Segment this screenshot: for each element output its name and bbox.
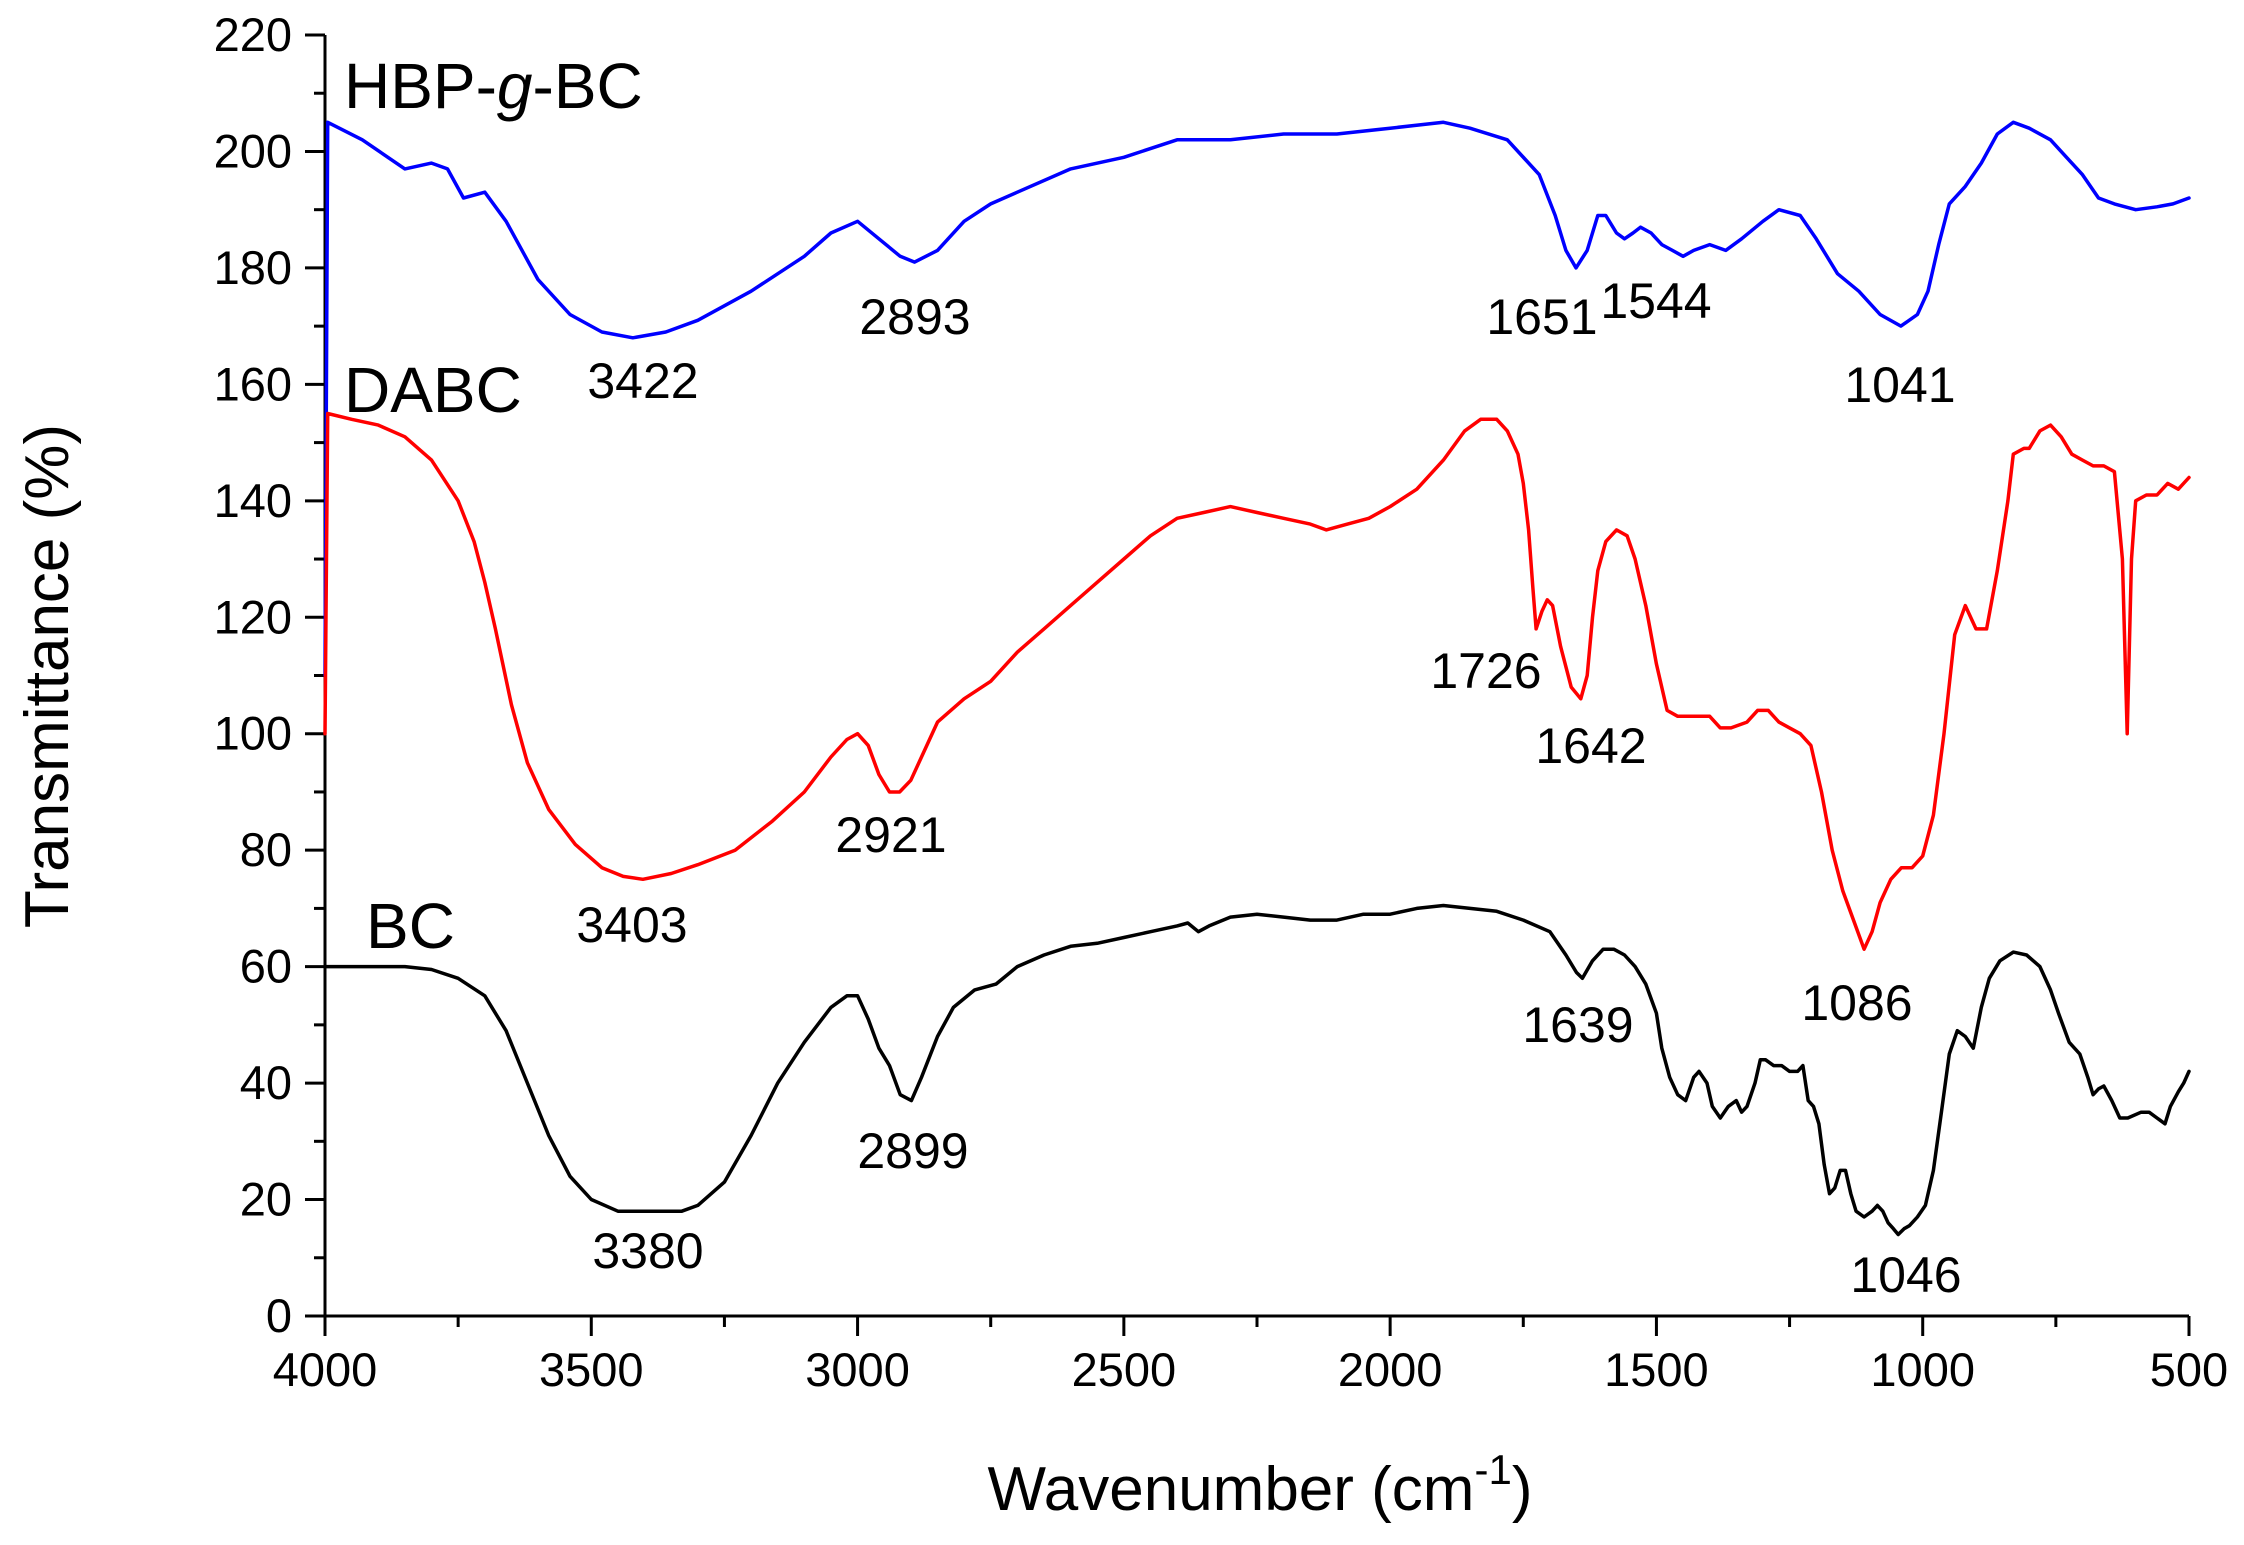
y-tick-label: 0 [266,1289,292,1342]
peak-label: 2921 [835,807,946,863]
peak-label: 1041 [1844,357,1955,413]
peak-label: 2893 [859,289,970,345]
x-axis-title: Wavenumber (cm-1) [988,1446,1533,1524]
series-group [323,120,2191,1237]
series-label-hbp-g-bc: HBP-g-BC [344,50,643,122]
peak-label: 1086 [1801,975,1912,1031]
y-tick-label: 180 [214,241,292,294]
x-tick-label: 500 [2150,1343,2228,1396]
series-line-2 [323,903,2191,1237]
y-tick-label: 120 [214,590,292,643]
y-tick-label: 60 [240,940,292,993]
peak-label: 3422 [587,353,698,409]
x-axis-title-end: ) [1512,1455,1533,1524]
peak-label: 1651 [1486,289,1597,345]
x-tick-label: 3500 [539,1343,644,1396]
peak-label: 3403 [576,897,687,953]
peak-label: 1046 [1850,1247,1961,1303]
series-label-hbp-part1: HBP- [344,50,497,122]
x-tick-label: 3000 [805,1343,910,1396]
x-tick-label: 4000 [273,1343,378,1396]
x-axis-title-superscript: -1 [1474,1446,1511,1493]
y-ticks: 0 20 40 60 80 100 120 140 160 180 200 220 [214,8,325,1342]
y-tick-label: 160 [214,357,292,410]
x-axis-title-main: Wavenumber (cm [988,1455,1475,1524]
peak-label: 1639 [1522,997,1633,1053]
series-line-0 [323,120,2191,678]
x-ticks: 4000 3500 3000 2500 2000 1500 1000 500 [273,1316,2228,1396]
series-label-hbp-italic: g [497,50,533,122]
x-tick-label: 2000 [1338,1343,1443,1396]
peak-label: 1642 [1535,718,1646,774]
x-tick-label: 1000 [1870,1343,1975,1396]
x-tick-label: 1500 [1604,1343,1709,1396]
y-tick-label: 40 [240,1056,292,1109]
series-label-bc: BC [366,890,455,962]
series-label-hbp-part3: -BC [533,50,643,122]
y-axis-title: Transmittance (%) [13,424,82,928]
y-tick-label: 20 [240,1173,292,1226]
peak-label: 2899 [857,1123,968,1179]
y-tick-label: 100 [214,707,292,760]
peak-label: 3380 [592,1223,703,1279]
y-tick-label: 140 [214,474,292,527]
series-label-dabc: DABC [344,354,522,426]
x-tick-label: 2500 [1072,1343,1177,1396]
series-line-1 [323,411,2191,951]
plot-area: 4000 3500 3000 2500 2000 1500 1000 500 0 20 40 60 8… [214,8,2229,1396]
peak-label: 1726 [1430,643,1541,699]
y-tick-label: 220 [214,8,292,61]
peak-label: 1544 [1600,273,1711,329]
y-tick-label: 200 [214,124,292,177]
y-tick-label: 80 [240,823,292,876]
